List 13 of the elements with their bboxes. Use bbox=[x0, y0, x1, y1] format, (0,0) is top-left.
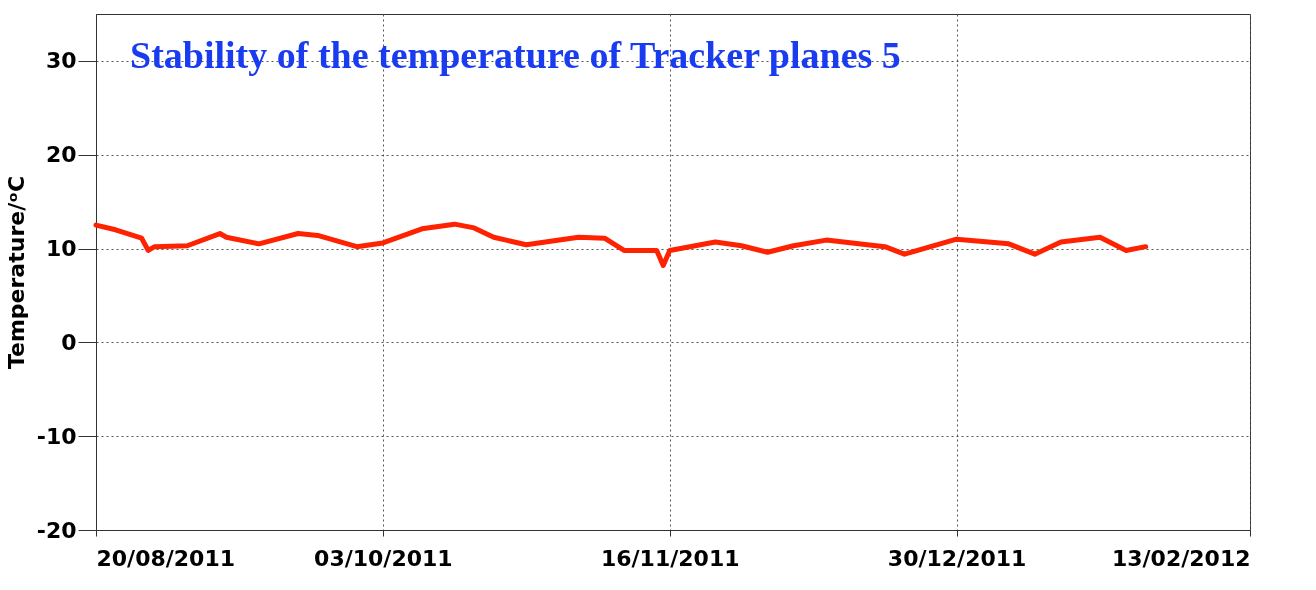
y-tick-label: 0 bbox=[61, 329, 77, 355]
text: Stability of the temperature of Tracker planes 5 bbox=[130, 34, 901, 76]
y-tick-label: -10 bbox=[36, 423, 77, 449]
y-tick-label: 30 bbox=[45, 48, 77, 74]
x-tick-label: 30/12/2011 bbox=[887, 545, 1027, 571]
y-tick-label: 20 bbox=[45, 142, 77, 168]
y-tick-label: 10 bbox=[45, 236, 77, 262]
x-tick-label: 20/08/2011 bbox=[96, 545, 236, 571]
x-tick-label: 16/11/2011 bbox=[600, 545, 740, 571]
y-axis-title: Temperature/ᵒC bbox=[3, 175, 29, 370]
x-tick-label: 03/10/2011 bbox=[314, 545, 453, 571]
x-tick-label: 13/02/2012 bbox=[1111, 545, 1251, 571]
y-tick-label: -20 bbox=[36, 517, 77, 543]
